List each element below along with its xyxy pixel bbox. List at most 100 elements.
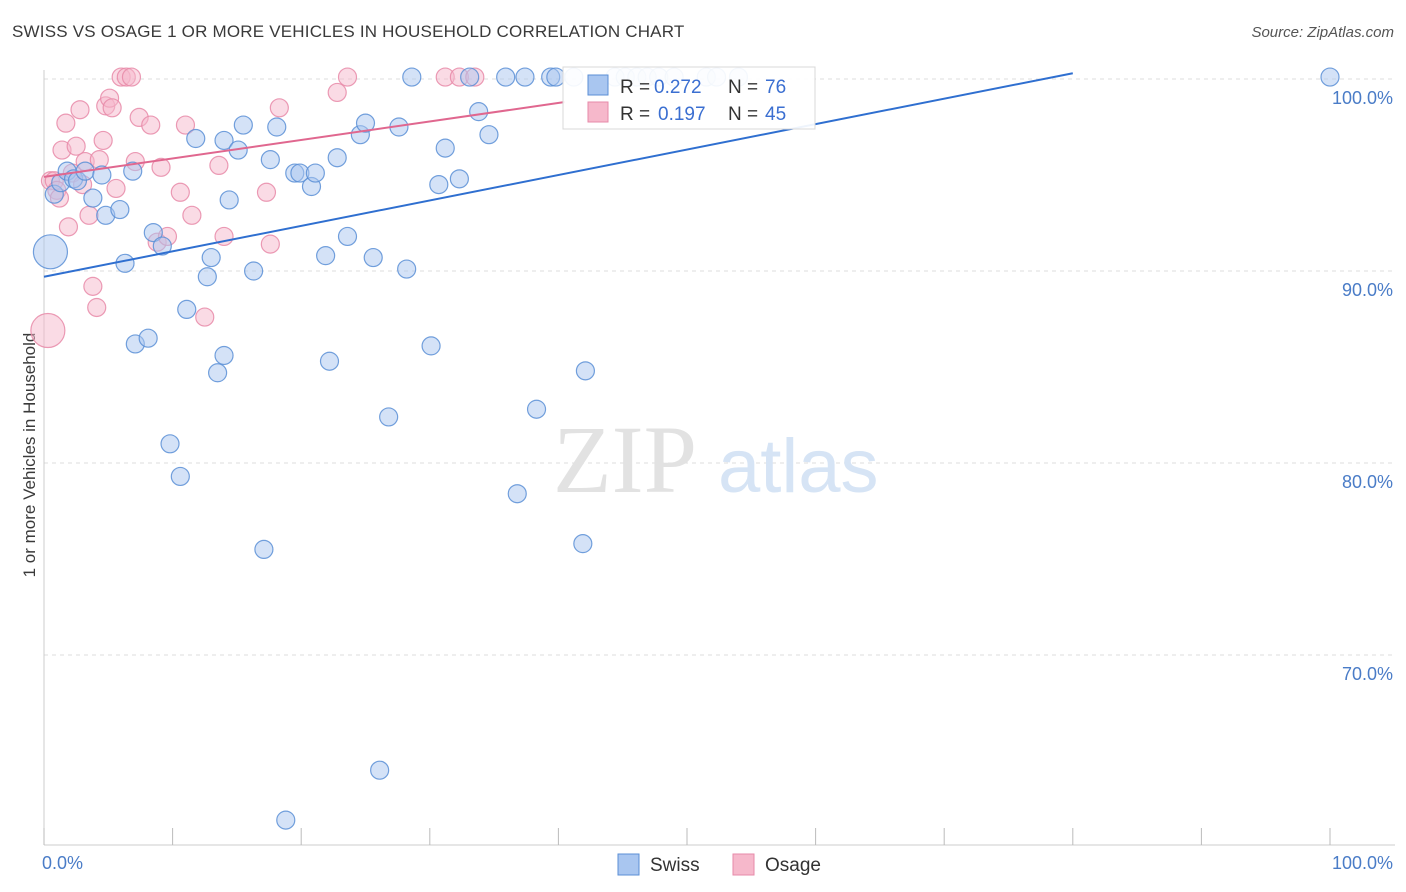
swiss-point [429,175,449,195]
trend-lines [43,72,1073,278]
swiss-point [233,115,253,135]
swiss-point [260,150,280,170]
bottom-legend-swatch-swiss [617,853,640,876]
swiss-trend-line [43,72,1073,278]
swiss-point [177,299,197,319]
y-tick-label: 70.0% [1342,664,1393,684]
legend-swatch-osage [587,101,609,123]
osage-point [106,178,126,199]
y-tick-label: 100.0% [1332,88,1393,108]
osage-point [256,182,277,202]
osage-point [70,100,90,120]
watermark-zip: ZIP [553,406,697,513]
swiss-point [208,363,228,383]
swiss-point [1320,67,1340,87]
swiss-point [449,169,469,189]
bottom-legend: Swiss Osage [617,853,821,876]
legend-swatch-swiss [587,74,609,96]
watermark: ZIP atlas [553,406,879,513]
osage-point [327,82,347,103]
swiss-point [267,117,287,137]
swiss-point [214,345,234,366]
swiss-point [201,247,221,268]
osage-point [260,234,280,254]
swiss-point [337,226,358,247]
swiss-point [575,361,596,381]
legend-n-value-swiss: 76 [765,77,786,98]
swiss-point [573,534,593,554]
osage-point [269,98,289,118]
osage-point [337,67,358,87]
chart-title: SWISS VS OSAGE 1 OR MORE VEHICLES IN HOU… [12,22,685,41]
swiss-point [214,130,234,151]
osage-point [182,205,202,225]
swiss-point [363,247,383,268]
swiss-point [244,261,264,281]
swiss-point [397,259,417,279]
legend-r-value-osage: 0.197 [658,104,706,125]
bottom-legend-label-osage: Osage [765,855,821,876]
swiss-point [115,253,135,273]
swiss-point [379,407,399,427]
watermark-atlas: atlas [718,424,879,509]
swiss-point [460,67,480,87]
osage-point [195,307,215,327]
legend-r-label-osage: R = [620,104,650,125]
swiss-point [370,760,390,780]
swiss-point [138,328,158,348]
swiss-point [479,125,499,145]
legend-n-value-osage: 45 [765,104,786,125]
source-label: Source: ZipAtlas.com [1251,24,1394,41]
x-tick-label: 0.0% [42,853,83,873]
swiss-point [32,234,69,270]
swiss-point [327,148,347,168]
swiss-point [197,267,217,287]
swiss-point [507,484,527,504]
swiss-point [546,67,566,87]
bottom-legend-swatch-osage [732,853,755,876]
osage-point [209,155,229,175]
swiss-point [254,539,274,560]
osage-point [121,67,142,87]
swiss-point [276,810,296,830]
axes [43,70,1395,846]
legend-n-label-swiss: N = [728,77,758,98]
swiss-point [402,67,422,87]
y-axis-label: 1 or more Vehicles in Household [20,333,39,578]
legend-r-label-swiss: R = [620,77,650,98]
swiss-point [83,188,103,208]
swiss-point [319,351,340,371]
swiss-point [110,199,130,220]
x-tick-label: 100.0% [1332,853,1393,873]
swiss-point [469,102,489,122]
swiss-point [421,336,441,356]
swiss-point [526,399,547,419]
swiss-point [316,246,336,266]
swiss-point [186,128,206,149]
osage-point [58,217,79,237]
swiss-point [170,466,190,487]
legend-n-label-osage: N = [728,104,758,125]
osage-point [66,136,86,156]
grid-lines [44,78,1395,656]
osage-point [83,276,103,296]
osage-point [87,297,107,318]
osage-trend-line [43,101,565,178]
osage-point [175,115,196,135]
swiss-point [219,190,239,210]
swiss-point [152,236,172,256]
bottom-legend-label-swiss: Swiss [650,855,700,876]
osage-point [151,157,171,177]
osage-point [102,98,122,118]
swiss-point [355,113,376,133]
swiss-point [305,163,325,183]
y-tick-label: 80.0% [1342,472,1393,492]
swiss-point [123,161,143,181]
y-tick-label: 90.0% [1342,280,1393,300]
swiss-point [160,434,180,454]
swiss-point [435,138,455,158]
osage-point [141,115,161,135]
osage-point [79,205,99,225]
osage-points [30,67,485,349]
